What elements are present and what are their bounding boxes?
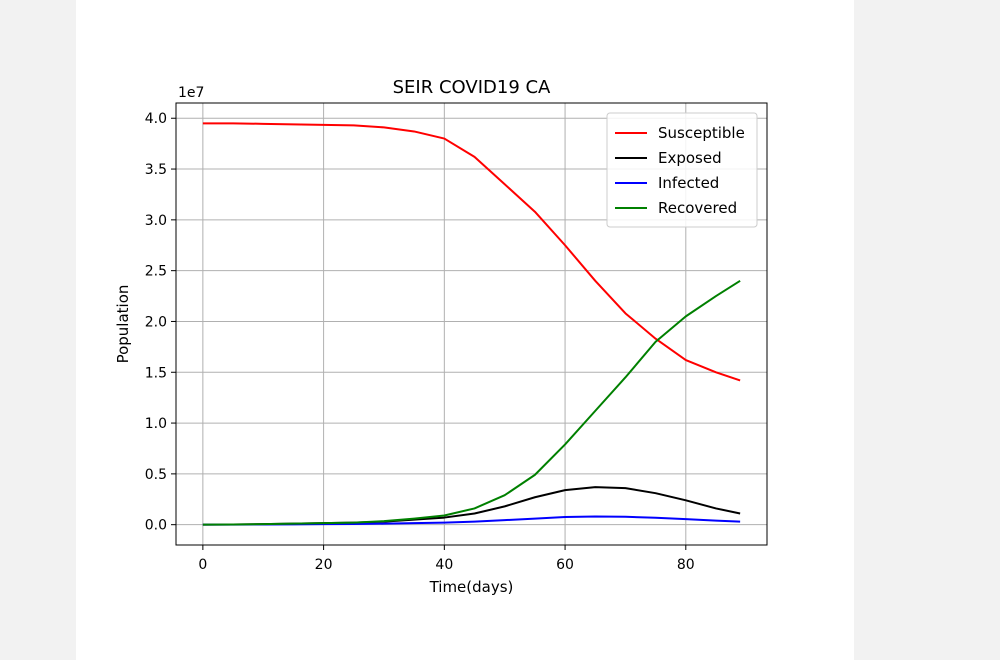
series-line-recovered (202, 279, 741, 526)
chart-title: SEIR COVID19 CA (393, 77, 551, 98)
series-layer (202, 122, 741, 526)
legend: Susceptible Exposed Infected Recovered (606, 112, 758, 228)
y-tick-label: 3.0 (145, 213, 167, 229)
legend-label-susceptible: Susceptible (658, 124, 745, 142)
x-tick-label: 0 (198, 557, 207, 573)
y-axis-offset-label: 1e7 (178, 85, 204, 101)
legend-label-infected: Infected (658, 174, 719, 192)
legend-box (606, 112, 758, 228)
y-tick-label: 0.5 (145, 467, 167, 483)
legend-label-recovered: Recovered (658, 199, 737, 217)
chart-figure: 0 20 40 60 80 0.0 0.5 1.0 1.5 2.0 2.5 3.0 3.5 4.0 SEI… (76, 0, 854, 660)
seir-line-chart: 0 20 40 60 80 0.0 0.5 1.0 1.5 2.0 2.5 3.0 3.5 4.0 SEI… (114, 77, 768, 596)
ticks-layer: 0 20 40 60 80 0.0 0.5 1.0 1.5 2.0 2.5 3.0 3.5 4.0 (145, 111, 695, 573)
y-tick-label: 2.5 (145, 264, 167, 280)
y-tick-label: 1.5 (145, 365, 167, 381)
x-tick-label: 20 (315, 557, 333, 573)
series-line-exposed (202, 486, 741, 526)
x-tick-label: 40 (435, 557, 453, 573)
legend-label-exposed: Exposed (658, 149, 722, 167)
y-tick-label: 3.5 (145, 162, 167, 178)
x-axis-label: Time(days) (429, 578, 514, 596)
y-axis-label: Population (114, 285, 132, 364)
x-tick-label: 60 (556, 557, 574, 573)
y-tick-label: 4.0 (145, 111, 167, 127)
y-tick-label: 2.0 (145, 314, 167, 330)
x-tick-label: 80 (677, 557, 695, 573)
y-tick-label: 0.0 (145, 518, 167, 534)
y-tick-label: 1.0 (145, 416, 167, 432)
plot-frame (175, 102, 768, 546)
series-line-susceptible (202, 122, 741, 382)
